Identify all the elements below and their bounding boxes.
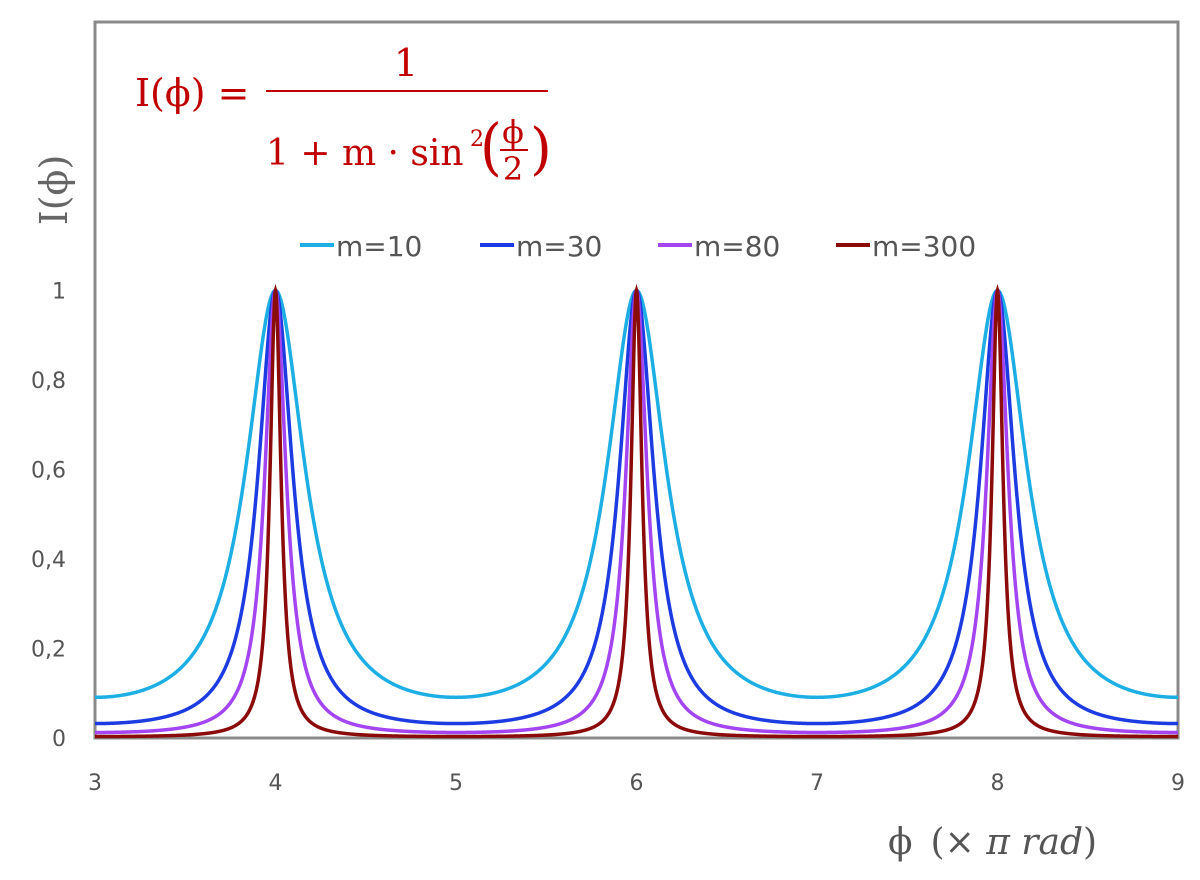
x-axis-label: ϕ (× π rad) [888,822,1097,863]
formula-lhs: I(ϕ) = [135,71,249,115]
x-axis-symbol: ϕ [888,822,913,863]
y-tick-label: 0 [52,727,66,752]
y-tick-label: 0,4 [31,548,66,573]
x-tick-label: 7 [810,771,824,796]
svg-text:ϕ(× π rad): ϕ (× π rad) [888,822,1097,863]
legend-label-m300: m=300 [872,230,976,263]
x-tick-label: 6 [630,771,644,796]
x-tick-label: 8 [991,771,1005,796]
legend-label-m80: m=80 [694,230,780,263]
legend: m=10 m=30 m=80 m=300 [300,230,976,263]
formula-exponent: 2 [470,127,484,152]
series-lines [95,283,1178,739]
y-tick-label: 0,8 [31,369,66,394]
formula-denominator: 1 + m · sin [266,133,464,174]
series-line-m80 [95,288,1178,735]
tick-labels: 3 4 5 6 7 8 9 0 0,2 0,4 0,6 0,8 1 [31,280,1185,797]
series-line-m300 [95,283,1178,739]
x-tick-label: 5 [449,771,463,796]
formula-paren-open: ( [480,110,502,182]
plot-frame [93,20,1180,740]
x-tick-label: 4 [269,771,283,796]
y-tick-label: 0,6 [31,459,66,484]
x-axis-unit: π rad [985,822,1083,863]
y-tick-label: 0,2 [31,638,66,663]
series-line-m30 [95,288,1178,726]
y-tick-label: 1 [52,280,66,305]
formula-paren-close: ) [530,117,552,182]
formula-inner-numerator: ϕ [502,113,524,151]
x-tick-label: 3 [88,771,102,796]
legend-label-m30: m=30 [516,230,602,263]
formula-numerator: 1 [394,41,418,85]
x-axis-unit-close: ) [1083,822,1097,863]
x-tick-label: 9 [1171,771,1185,796]
formula-inner-denominator: 2 [503,150,523,188]
legend-label-m10: m=10 [336,230,422,263]
formula: I(ϕ) = 1 1 + m · sin 2 ( ϕ 2 ) [135,41,552,188]
y-axis-label: I(ϕ) [32,155,76,226]
x-axis-unit-open: (× [931,822,987,863]
